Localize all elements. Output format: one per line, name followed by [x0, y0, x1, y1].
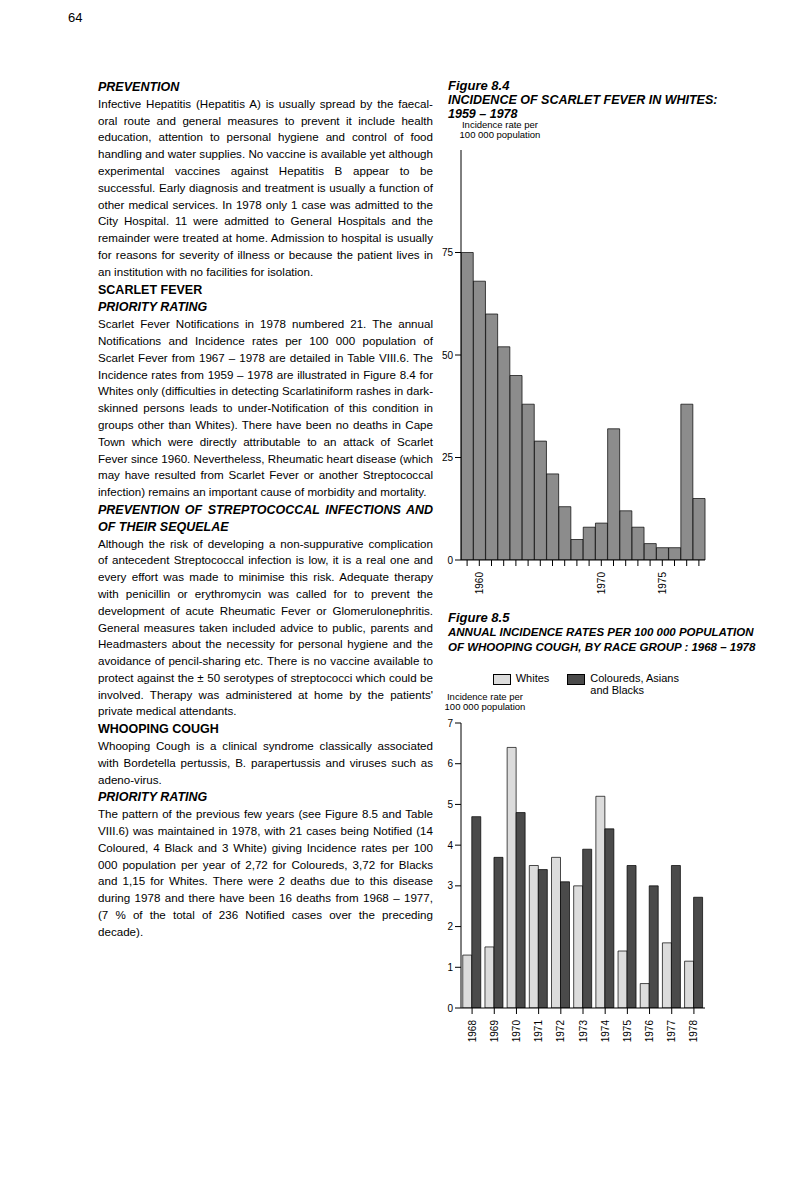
svg-text:1970: 1970 [596, 572, 607, 595]
html-text:INCIDENCE OF SCARLET FEVER IN: INCIDENCE OF SCARLET FEVER IN WHITES: 19… [448, 93, 718, 121]
html-text:Figure 8.5: Figure 8.5 [448, 610, 510, 625]
svg-text:5: 5 [447, 799, 453, 810]
svg-text:1: 1 [447, 962, 453, 973]
svg-text:1975: 1975 [622, 1020, 633, 1043]
svg-text:1978: 1978 [688, 1020, 699, 1043]
svg-text:6: 6 [447, 758, 453, 769]
html-text:PREVENTION: PREVENTION [98, 80, 180, 94]
svg-text:1969: 1969 [489, 1020, 500, 1043]
html-text:PRIORITY RATING: PRIORITY RATING [98, 300, 208, 315]
svg-text:75: 75 [442, 247, 454, 258]
svg-text:1977: 1977 [666, 1020, 677, 1043]
html-text:64: 64 [68, 10, 83, 25]
html-text:Although the risk of developin: Although the risk of developing a non-su… [98, 536, 433, 718]
svg-text:2: 2 [447, 921, 453, 932]
svg-text:7: 7 [447, 718, 453, 729]
svg-text:0: 0 [447, 1003, 453, 1014]
svg-text:3: 3 [447, 880, 453, 891]
svg-text:1972: 1972 [555, 1020, 566, 1043]
html-text:ANNUAL INCIDENCE RATES PER 100: ANNUAL INCIDENCE RATES PER 100 000 POPUL… [448, 626, 756, 653]
html-text:WHOOPING COUGH: WHOOPING COUGH [98, 722, 219, 737]
svg-text:50: 50 [442, 350, 454, 361]
svg-text:1971: 1971 [533, 1020, 544, 1043]
html-text:Incidence rate per 100 000 pop: Incidence rate per 100 000 population [459, 119, 541, 140]
svg-text:1960: 1960 [474, 572, 485, 595]
html-text:The pattern of the previous fe: The pattern of the previous few years (s… [98, 807, 433, 938]
svg-text:1976: 1976 [644, 1020, 655, 1043]
svg-text:1975: 1975 [657, 572, 668, 595]
svg-text:1973: 1973 [578, 1020, 589, 1043]
html-text:PRIORITY RATING: PRIORITY RATING [98, 790, 208, 805]
html-text:Coloureds, Asians and Blacks: Coloureds, Asians and Blacks [590, 672, 679, 696]
svg-text:0: 0 [447, 555, 453, 566]
svg-text:1968: 1968 [467, 1020, 478, 1043]
html-text:PREVENTION OF STREPTOCOCCAL IN: PREVENTION OF STREPTOCOCCAL INFECTIONS A… [98, 502, 433, 534]
svg-text:25: 25 [442, 452, 454, 463]
html-text:Figure 8.4: Figure 8.4 [448, 78, 510, 93]
html-text:Incidence rate per 100 000 pop: Incidence rate per 100 000 population [444, 691, 526, 712]
html-text:Infective Hepatitis (Hepatitis: Infective Hepatitis (Hepatitis A) is usu… [98, 96, 433, 278]
html-text:Scarlet Fever Notifications in: Scarlet Fever Notifications in 1978 numb… [98, 317, 433, 499]
svg-text:1970: 1970 [511, 1020, 522, 1043]
html-text:SCARLET FEVER: SCARLET FEVER [98, 282, 203, 297]
html-text:Whooping Cough is a clinical s: Whooping Cough is a clinical syndrome cl… [98, 739, 433, 786]
svg-text:1974: 1974 [600, 1020, 611, 1043]
html-text:Whites: Whites [515, 672, 550, 684]
svg-text:4: 4 [447, 840, 453, 851]
